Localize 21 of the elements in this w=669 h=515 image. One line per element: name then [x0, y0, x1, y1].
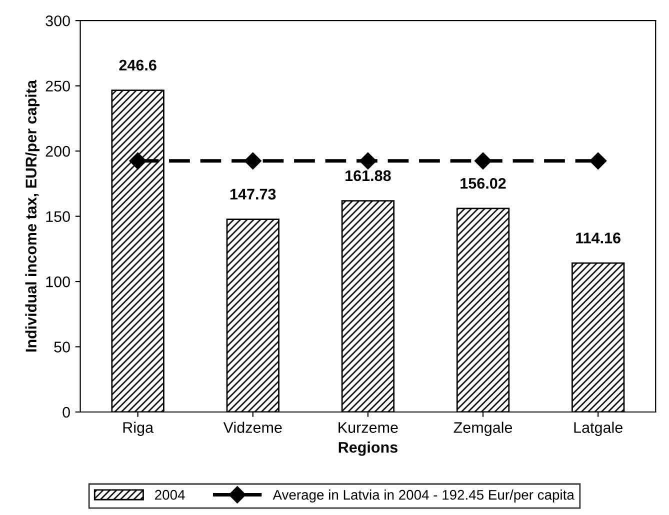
data-label: 114.16	[576, 232, 620, 244]
legend-label: 2004	[155, 490, 185, 500]
y-tick-label: 300	[46, 15, 70, 26]
x-tick-label: Zemgale	[454, 422, 512, 436]
data-label: 161.88	[346, 170, 391, 182]
x-axis-title: Regions	[338, 442, 398, 456]
x-tick-label: Vidzeme	[223, 422, 282, 433]
x-tick-label: Kurzeme	[338, 422, 398, 433]
data-label: 147.73	[230, 188, 276, 200]
y-tick-label: 150	[46, 211, 70, 222]
y-tick-label: 0	[62, 406, 70, 418]
data-label: 156.02	[460, 178, 506, 189]
x-tick-label: Latgale	[574, 422, 622, 436]
y-axis-title: Individual income tax, EUR/per capita	[25, 80, 40, 352]
y-tick-label: 250	[46, 80, 70, 92]
y-tick-label: 100	[46, 276, 70, 288]
data-label: 246.6	[119, 60, 156, 71]
x-tick-label: Riga	[123, 422, 154, 436]
y-tick-label: 200	[46, 146, 70, 157]
legend-label: Average in Latvia in 2004 - 192.45 Eur/per capita	[272, 490, 574, 502]
y-tick-label: 50	[54, 342, 70, 352]
